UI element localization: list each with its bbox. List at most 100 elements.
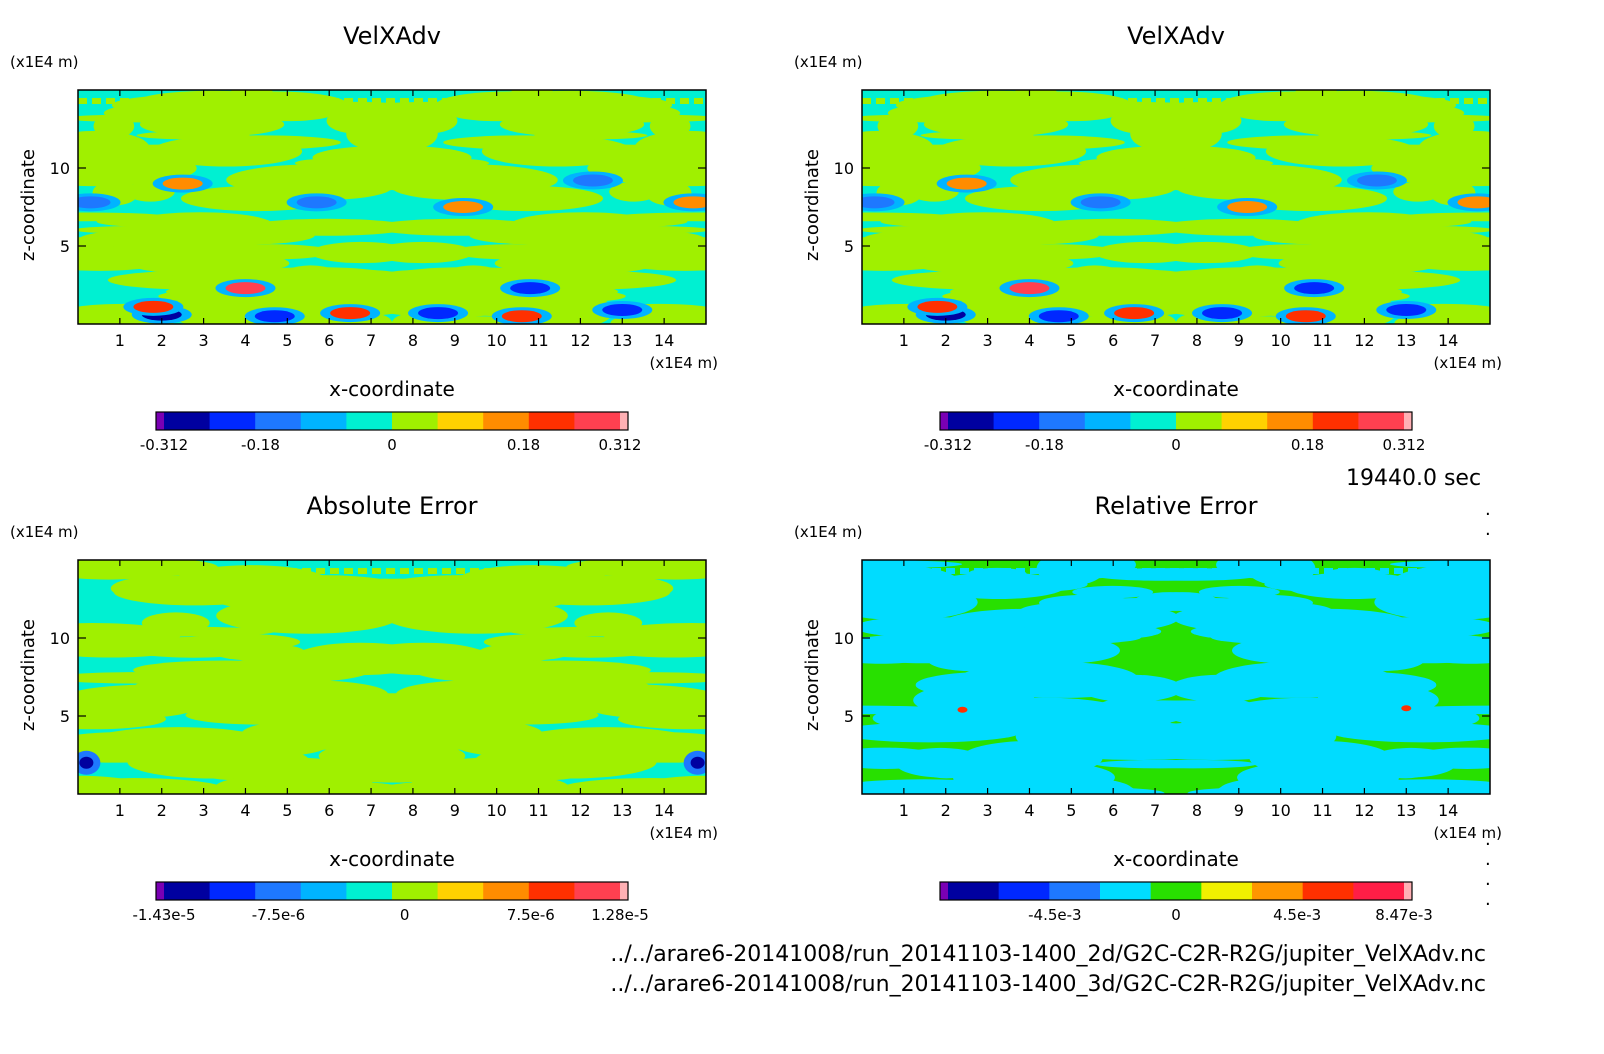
colorbar-tick-label: -1.43e-5 [133,906,196,924]
contour-region [479,643,573,661]
contour-region [225,282,266,295]
x-tick-label: 2 [157,801,167,820]
contour-region [330,568,339,574]
contour-region [960,98,969,104]
contour-region [1078,158,1168,168]
contour-region [162,98,171,104]
colorbar-segment [948,412,995,430]
x-tick-label: 7 [366,801,376,820]
contour-region [1156,568,1165,574]
contour-region [246,98,255,104]
x-axis-label: x-coordinate [1113,377,1239,401]
colorbar-tick-label: 0.312 [1383,436,1426,454]
contour-region [1264,576,1357,592]
contour-region [1422,568,1431,574]
colorbar-segment [164,882,211,900]
contour-region [1380,568,1389,574]
colorbar-segment [156,882,165,900]
contour-region [1072,568,1081,574]
contour-region [373,218,540,236]
contour-region [918,98,927,104]
contour-region [1136,700,1241,715]
contour-region [484,568,493,574]
contour-region [893,229,1035,256]
x-tick-label: 7 [366,331,376,350]
chart-title: Relative Error [1095,492,1258,520]
contour-region [92,98,101,104]
contour-region [428,98,437,104]
contour-region [862,568,871,574]
contour-region [1002,568,1011,574]
contour-region [1184,98,1193,104]
colorbar-segment [209,882,256,900]
contour-region [254,310,295,323]
contour-region [190,98,199,104]
contour-region [1296,98,1305,104]
contour-region [1268,98,1277,104]
contour-region [443,201,484,213]
x-tick-label: 5 [282,801,292,820]
chart-title: VelXAdv [343,22,441,50]
footer-file-2d: ../../arare6-20141008/run_20141103-1400_… [610,942,1486,967]
contour-region [526,98,535,104]
contour-region [920,131,1034,140]
contour-region [673,196,706,209]
contour-region [946,177,987,190]
colorbar-segment [1267,412,1314,430]
contour-region [1393,181,1443,202]
contour-region [1478,568,1487,574]
contour-region [510,282,551,295]
contour-region [558,734,642,765]
colorbar-segment [998,882,1050,900]
chart-svg: VelXAdv(x1E4 m)1 2 3 4 5 6 7 8 9 10 11 12 13 14510z-c… [794,22,1502,454]
contour-region [1155,164,1342,196]
contour-region [1324,98,1333,104]
contour-field [78,560,706,794]
colorbar: -4.5e-3 0 4.5e-3 8.47e-3 [939,881,1433,924]
contour-region [120,568,129,574]
contour-region [554,568,563,574]
colorbar-frame [155,411,629,431]
contour-region [1464,568,1473,574]
contour-region [400,568,409,574]
contour-region [960,568,969,574]
colorbar-frame [155,881,629,901]
contour-region [354,642,492,676]
colorbar: -0.312 -0.18 0 0.18 0.312 [924,411,1426,454]
contour-region [1317,229,1459,256]
contour-region [1321,144,1490,157]
contour-region [609,181,659,202]
contour-region [177,580,343,602]
chart-svg: Absolute Error(x1E4 m)1 2 3 4 5 6 7 8 9 10 11 12 13 1… [10,492,718,924]
contour-region [1240,568,1249,574]
colorbar-segment [483,412,530,430]
colorbar: -1.43e-5 -7.5e-6 0 7.5e-6 1.28e-5 [133,881,649,924]
contour-region [1374,584,1490,621]
contour-region [1285,310,1326,323]
contour-region [1058,568,1067,574]
contour-region [1254,568,1263,574]
contour-region [400,98,409,104]
contour-region [78,740,145,757]
colorbar-tick-label: -0.18 [241,436,280,454]
contour-region [1114,98,1123,104]
contour-region [530,95,673,116]
x-tick-label: 3 [983,331,993,350]
x-tick-label: 11 [1312,801,1332,820]
y-axis-label: z-coordinate [802,619,823,731]
contour-region [400,158,490,168]
contour-region [1134,722,1264,752]
contour-region [79,756,94,769]
colorbar-segment [528,412,575,430]
contour-region [610,568,619,574]
colorbar-segment [528,882,575,900]
contour-region [344,568,353,574]
contour-region [92,568,101,574]
colorbar-segment [1221,412,1268,430]
contour-region [428,568,437,574]
contour-region [106,98,115,104]
contour-region [904,568,913,574]
x-tick-label: 3 [199,801,209,820]
contour-region [666,98,675,104]
x-unit-label: (x1E4 m) [1433,824,1502,842]
